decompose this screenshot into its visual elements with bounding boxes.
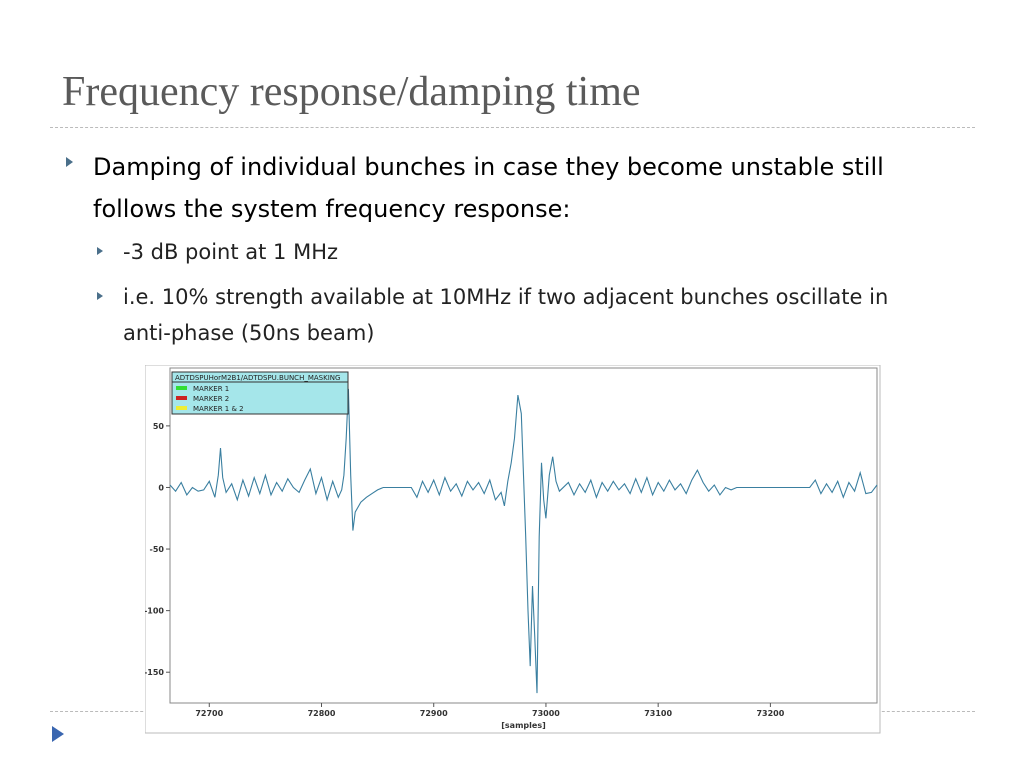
y-tick-label: 0 bbox=[158, 483, 164, 492]
legend-label: MARKER 1 bbox=[193, 385, 229, 393]
x-tick-label: 72700 bbox=[195, 709, 223, 718]
y-tick-label: 50 bbox=[153, 422, 165, 431]
sub-bullet-text: i.e. 10% strength available at 10MHz if … bbox=[123, 285, 889, 345]
data-line bbox=[169, 388, 878, 694]
legend-title: ADTDSPUHorM2B1/ADTDSPU.BUNCH_MASKING bbox=[175, 374, 340, 382]
y-tick-label: -100 bbox=[145, 607, 164, 616]
x-axis-label: [samples] bbox=[501, 721, 545, 730]
x-tick-label: 72800 bbox=[308, 709, 336, 718]
bullet-marker bbox=[66, 157, 73, 167]
divider bbox=[50, 127, 975, 128]
plot-area bbox=[169, 367, 878, 704]
bullet-marker bbox=[97, 247, 103, 255]
legend-swatch bbox=[176, 386, 187, 390]
y-tick-label: -50 bbox=[150, 545, 165, 554]
x-tick-label: 73100 bbox=[644, 709, 672, 718]
bullet-marker bbox=[97, 292, 103, 300]
chart: 50 0 -50 -100 -150 72700 72800 72900 73000 73100 7… bbox=[145, 365, 881, 734]
x-tick-label: 72900 bbox=[420, 709, 448, 718]
nav-marker bbox=[52, 726, 64, 742]
bullet-text: Damping of individual bunches in case th… bbox=[93, 153, 884, 223]
x-tick-label: 73000 bbox=[532, 709, 560, 718]
slide-title: Frequency response/damping time bbox=[62, 69, 641, 115]
legend-label: MARKER 1 & 2 bbox=[193, 405, 244, 413]
y-tick-label: -150 bbox=[145, 668, 164, 677]
x-tick-label: 73200 bbox=[756, 709, 784, 718]
legend-box bbox=[171, 371, 349, 415]
legend-swatch bbox=[176, 406, 187, 410]
legend-label: MARKER 2 bbox=[193, 395, 229, 403]
sub-bullet-text: -3 dB point at 1 MHz bbox=[123, 240, 339, 264]
legend-swatch bbox=[176, 396, 187, 400]
